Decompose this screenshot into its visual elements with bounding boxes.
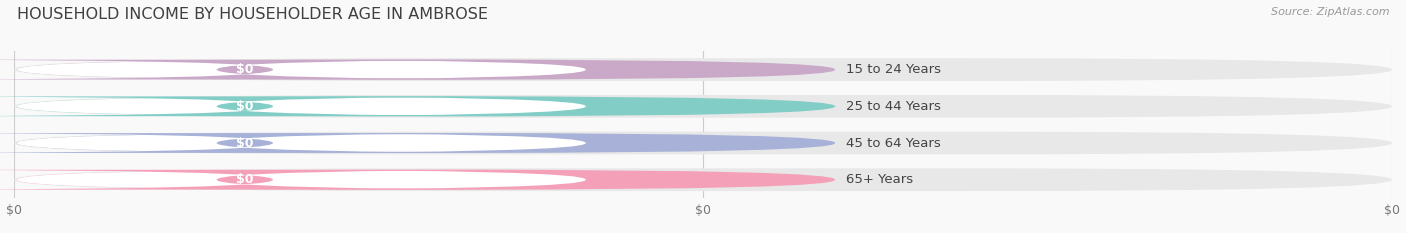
Text: $0: $0	[236, 63, 253, 76]
FancyBboxPatch shape	[14, 95, 1392, 118]
FancyBboxPatch shape	[14, 168, 1392, 191]
FancyBboxPatch shape	[17, 170, 586, 190]
FancyBboxPatch shape	[0, 133, 589, 153]
FancyBboxPatch shape	[17, 60, 835, 79]
FancyBboxPatch shape	[0, 96, 589, 116]
Text: $0: $0	[236, 173, 253, 186]
Text: $0: $0	[236, 100, 253, 113]
FancyBboxPatch shape	[17, 60, 586, 79]
FancyBboxPatch shape	[0, 60, 589, 79]
Text: 25 to 44 Years: 25 to 44 Years	[846, 100, 941, 113]
Text: Source: ZipAtlas.com: Source: ZipAtlas.com	[1271, 7, 1389, 17]
FancyBboxPatch shape	[17, 133, 835, 153]
FancyBboxPatch shape	[14, 58, 1392, 81]
FancyBboxPatch shape	[17, 133, 586, 153]
FancyBboxPatch shape	[0, 170, 589, 190]
Text: 45 to 64 Years: 45 to 64 Years	[846, 137, 941, 150]
Text: $0: $0	[236, 137, 253, 150]
FancyBboxPatch shape	[17, 96, 835, 116]
Text: HOUSEHOLD INCOME BY HOUSEHOLDER AGE IN AMBROSE: HOUSEHOLD INCOME BY HOUSEHOLDER AGE IN A…	[17, 7, 488, 22]
FancyBboxPatch shape	[17, 170, 835, 190]
Text: 15 to 24 Years: 15 to 24 Years	[846, 63, 941, 76]
FancyBboxPatch shape	[17, 96, 586, 116]
FancyBboxPatch shape	[14, 132, 1392, 154]
Text: 65+ Years: 65+ Years	[846, 173, 914, 186]
